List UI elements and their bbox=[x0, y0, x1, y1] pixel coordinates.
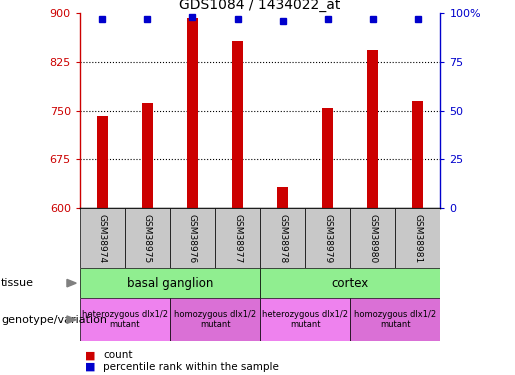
Text: tissue: tissue bbox=[1, 278, 34, 288]
Bar bbox=[305, 208, 350, 268]
Bar bbox=[80, 268, 260, 298]
Text: GSM38979: GSM38979 bbox=[323, 213, 332, 263]
Title: GDS1084 / 1434022_at: GDS1084 / 1434022_at bbox=[179, 0, 341, 12]
Bar bbox=[350, 298, 440, 341]
Text: ■: ■ bbox=[85, 351, 95, 360]
Text: GSM38975: GSM38975 bbox=[143, 213, 152, 263]
Text: homozygous dlx1/2
mutant: homozygous dlx1/2 mutant bbox=[174, 310, 256, 329]
Bar bbox=[260, 268, 440, 298]
Bar bbox=[170, 208, 215, 268]
Text: percentile rank within the sample: percentile rank within the sample bbox=[103, 362, 279, 372]
Bar bbox=[170, 298, 260, 341]
Bar bbox=[125, 208, 170, 268]
Bar bbox=[412, 101, 423, 208]
Text: count: count bbox=[103, 351, 132, 360]
Text: GSM38977: GSM38977 bbox=[233, 213, 242, 263]
Text: GSM38980: GSM38980 bbox=[368, 213, 377, 263]
Bar bbox=[260, 208, 305, 268]
Text: GSM38981: GSM38981 bbox=[414, 213, 422, 263]
Bar bbox=[142, 103, 153, 208]
Bar bbox=[322, 108, 333, 208]
Bar bbox=[97, 116, 108, 208]
Bar bbox=[277, 188, 288, 208]
Bar bbox=[232, 41, 243, 208]
Bar bbox=[215, 208, 260, 268]
Text: genotype/variation: genotype/variation bbox=[1, 315, 107, 325]
Text: homozygous dlx1/2
mutant: homozygous dlx1/2 mutant bbox=[354, 310, 436, 329]
Bar bbox=[187, 18, 198, 208]
Text: GSM38978: GSM38978 bbox=[278, 213, 287, 263]
Bar bbox=[80, 298, 170, 341]
Text: basal ganglion: basal ganglion bbox=[127, 277, 213, 290]
Text: GSM38974: GSM38974 bbox=[98, 214, 107, 262]
Bar bbox=[350, 208, 396, 268]
Bar bbox=[260, 298, 350, 341]
Text: heterozygous dlx1/2
mutant: heterozygous dlx1/2 mutant bbox=[262, 310, 348, 329]
Text: cortex: cortex bbox=[332, 277, 369, 290]
Text: ■: ■ bbox=[85, 362, 95, 372]
Text: heterozygous dlx1/2
mutant: heterozygous dlx1/2 mutant bbox=[82, 310, 168, 329]
Bar bbox=[367, 50, 379, 208]
Bar bbox=[396, 208, 440, 268]
Bar bbox=[80, 208, 125, 268]
Text: GSM38976: GSM38976 bbox=[188, 213, 197, 263]
